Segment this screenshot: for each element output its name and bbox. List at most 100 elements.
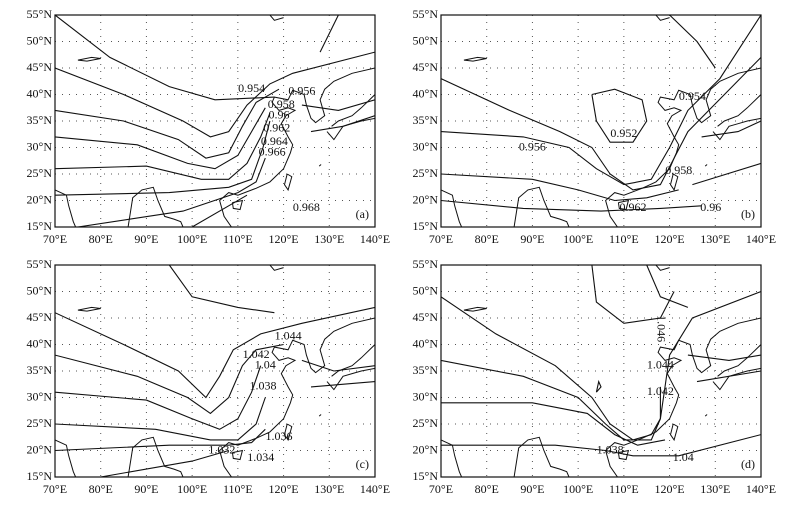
- coastline: [127, 436, 184, 477]
- panel-label: (a): [356, 207, 369, 221]
- contour-line: [100, 449, 229, 477]
- coastline: [717, 344, 761, 377]
- contour-line: [55, 15, 275, 101]
- contour-label: 0.958: [268, 97, 295, 111]
- contour-line: [441, 199, 702, 212]
- contour-label: 1.046: [655, 315, 669, 342]
- coastline: [283, 423, 293, 442]
- lat-tick-label: 20°N: [27, 192, 53, 206]
- contour-label: 0.958: [665, 163, 692, 177]
- contour-line: [55, 51, 375, 138]
- lat-tick-label: 45°N: [27, 310, 53, 324]
- lat-tick-label: 40°N: [413, 86, 439, 100]
- lon-tick-label: 70°E: [429, 232, 453, 246]
- contour-line: [301, 359, 375, 372]
- coastline: [704, 414, 708, 417]
- contour-line: [591, 88, 648, 143]
- lat-tick-label: 30°N: [27, 389, 53, 403]
- map-panel: 15°N 20°N 25°N 30°N 35°N 40°N 45°N 50°N 55°N 70°E…: [27, 7, 391, 246]
- contour-label: 0.956: [288, 84, 315, 98]
- contour-line: [441, 15, 761, 186]
- contour-label: 0.954: [679, 89, 706, 103]
- coastline: [669, 173, 679, 192]
- contour-line: [55, 112, 271, 180]
- lat-tick-label: 15°N: [413, 469, 439, 483]
- lon-tick-label: 80°E: [475, 482, 499, 496]
- coastline: [441, 439, 463, 477]
- lon-tick-label: 100°E: [177, 482, 207, 496]
- contour-line: [687, 354, 761, 361]
- contour-label: 0.966: [259, 145, 286, 159]
- contour-label: 0.954: [238, 81, 265, 95]
- contour-line: [591, 265, 675, 324]
- coastline: [219, 67, 375, 227]
- lat-tick-label: 25°N: [27, 416, 53, 430]
- contour-label: 0.964: [261, 134, 288, 148]
- contour-line: [441, 290, 761, 441]
- coastline: [717, 94, 761, 127]
- lat-tick-label: 25°N: [413, 416, 439, 430]
- contour-label: 1.04: [673, 450, 694, 464]
- lon-tick-label: 120°E: [269, 232, 299, 246]
- contour-line: [696, 370, 761, 383]
- coastline: [77, 306, 101, 312]
- coastline: [704, 164, 708, 167]
- contour-line: [55, 120, 271, 196]
- coastline: [605, 67, 761, 227]
- coastline: [331, 344, 375, 377]
- panel-label: (d): [741, 457, 755, 471]
- coastline: [318, 414, 322, 417]
- lat-tick-label: 55°N: [27, 257, 53, 271]
- contour-line: [55, 88, 280, 159]
- lon-tick-label: 90°E: [134, 232, 158, 246]
- coastline: [712, 117, 761, 141]
- lon-tick-label: 140°E: [360, 232, 390, 246]
- lon-tick-label: 110°E: [223, 232, 253, 246]
- map-content: [55, 265, 375, 477]
- lon-tick-label: 140°E: [746, 482, 776, 496]
- lat-tick-label: 20°N: [413, 442, 439, 456]
- contour-line: [301, 99, 375, 111]
- lat-tick-label: 25°N: [413, 166, 439, 180]
- lat-tick-label: 30°N: [27, 139, 53, 153]
- lon-tick-label: 140°E: [360, 482, 390, 496]
- contour-line: [441, 57, 761, 191]
- contour-line: [701, 120, 761, 138]
- contour-line: [669, 15, 716, 69]
- lon-tick-label: 110°E: [223, 482, 253, 496]
- lat-tick-label: 45°N: [27, 60, 53, 74]
- lon-tick-label: 100°E: [563, 482, 593, 496]
- coastline: [283, 173, 293, 192]
- lat-tick-label: 40°N: [27, 86, 53, 100]
- contour-label: 0.968: [293, 200, 320, 214]
- lon-tick-label: 90°E: [520, 482, 544, 496]
- lat-tick-label: 20°N: [413, 192, 439, 206]
- contour-label: 1.038: [250, 379, 277, 393]
- lat-tick-label: 55°N: [413, 257, 439, 271]
- panel-frame: [440, 14, 762, 228]
- lon-tick-label: 80°E: [89, 482, 113, 496]
- lat-tick-label: 50°N: [413, 283, 439, 297]
- lon-tick-label: 120°E: [269, 482, 299, 496]
- coastline: [463, 306, 487, 312]
- lat-tick-label: 15°N: [27, 469, 53, 483]
- map-panel: 15°N 20°N 25°N 30°N 35°N 40°N 45°N 50°N 55°N 70°E…: [27, 257, 391, 496]
- contour-label: 1.038: [597, 442, 624, 456]
- lat-tick-label: 25°N: [27, 166, 53, 180]
- map-content: [441, 265, 761, 477]
- contour-line: [191, 194, 248, 227]
- map-panel: 15°N 20°N 25°N 30°N 35°N 40°N 45°N 50°N 55°N 70°E…: [413, 7, 777, 246]
- lat-tick-label: 35°N: [413, 113, 439, 127]
- lon-tick-label: 130°E: [700, 232, 730, 246]
- coastline: [513, 436, 570, 477]
- coastline: [669, 423, 679, 442]
- lat-tick-label: 30°N: [413, 139, 439, 153]
- contour-label: 1.032: [208, 442, 235, 456]
- lat-tick-label: 40°N: [27, 336, 53, 350]
- coastline: [318, 164, 322, 167]
- coastline: [231, 449, 244, 461]
- contour-label: 1.04: [255, 357, 276, 371]
- coastline: [655, 265, 670, 271]
- contour-label: 1.036: [266, 429, 293, 443]
- lat-tick-label: 50°N: [27, 283, 53, 297]
